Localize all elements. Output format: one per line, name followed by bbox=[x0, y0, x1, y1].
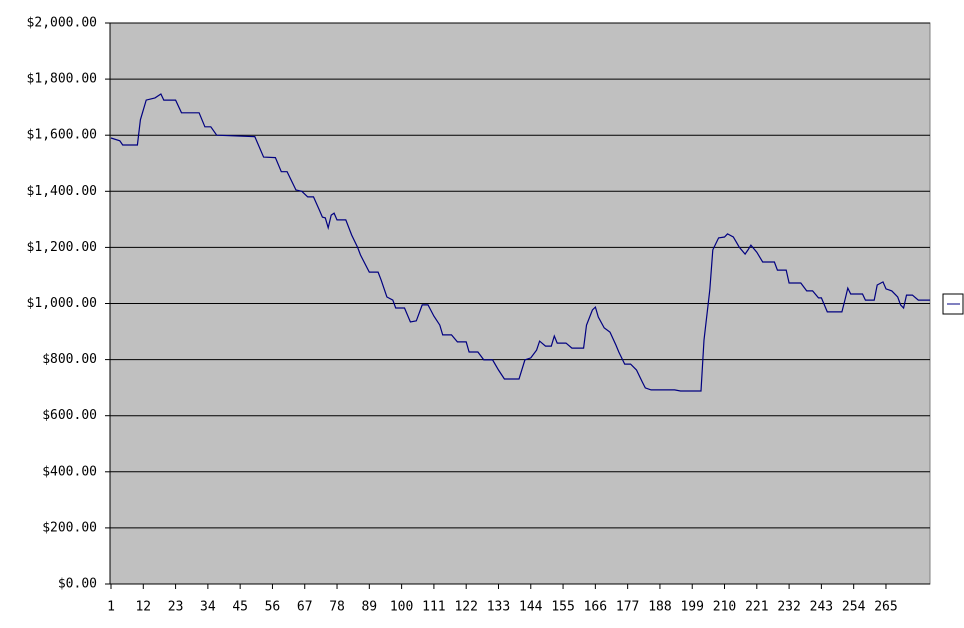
x-tick-label: 12 bbox=[135, 600, 151, 615]
x-tick-label: 243 bbox=[810, 600, 833, 615]
x-tick-label: 89 bbox=[361, 600, 377, 615]
y-tick-label: $200.00 bbox=[42, 520, 97, 535]
y-tick-label: $800.00 bbox=[42, 352, 97, 367]
y-tick-label: $1,800.00 bbox=[27, 72, 97, 87]
x-tick-label: 177 bbox=[616, 600, 639, 615]
x-tick-label: 133 bbox=[487, 600, 510, 615]
x-tick-label: 188 bbox=[648, 600, 671, 615]
y-tick-label: $0.00 bbox=[58, 577, 97, 592]
x-tick-label: 254 bbox=[842, 600, 866, 615]
y-tick-label: $400.00 bbox=[42, 464, 97, 479]
x-tick-label: 210 bbox=[713, 600, 736, 615]
x-tick-label: 1 bbox=[107, 600, 115, 615]
x-tick-label: 265 bbox=[874, 600, 897, 615]
y-tick-label: $1,000.00 bbox=[27, 296, 97, 311]
x-tick-label: 45 bbox=[232, 600, 248, 615]
x-tick-label: 155 bbox=[551, 600, 574, 615]
x-tick-label: 111 bbox=[422, 600, 445, 615]
y-tick-label: $600.00 bbox=[42, 408, 97, 423]
x-tick-label: 199 bbox=[680, 600, 703, 615]
x-tick-label: 56 bbox=[265, 600, 281, 615]
series-line bbox=[110, 93, 930, 392]
x-tick-label: 166 bbox=[584, 600, 607, 615]
x-tick-label: 144 bbox=[519, 600, 543, 615]
x-tick-label: 100 bbox=[390, 600, 413, 615]
x-tick-label: 34 bbox=[200, 600, 216, 615]
x-tick-label: 122 bbox=[454, 600, 477, 615]
x-tick-label: 23 bbox=[168, 600, 184, 615]
y-tick-label: $2,000.00 bbox=[27, 16, 97, 31]
y-tick-label: $1,600.00 bbox=[27, 128, 97, 143]
x-tick-label: 67 bbox=[297, 600, 313, 615]
x-tick-label: 221 bbox=[745, 600, 768, 615]
y-tick-label: $1,200.00 bbox=[27, 240, 97, 255]
y-tick-label: $1,400.00 bbox=[27, 184, 97, 199]
x-tick-label: 78 bbox=[329, 600, 345, 615]
x-tick-label: 232 bbox=[777, 600, 800, 615]
